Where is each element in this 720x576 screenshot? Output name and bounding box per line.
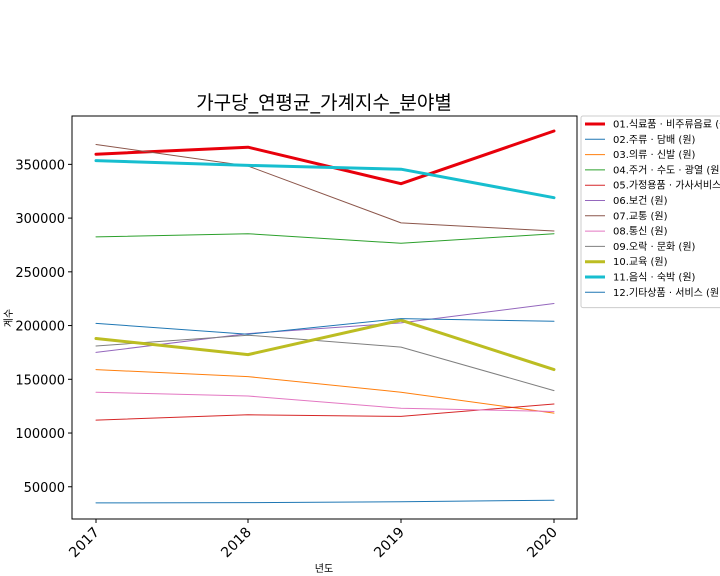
legend-box (580, 115, 720, 309)
series-line (95, 303, 555, 353)
legend-label: 08.통신 (원) (613, 226, 668, 238)
y-tick-label: 100000 (15, 427, 65, 442)
legend-label: 12.기타상품 · 서비스 (원) (613, 287, 720, 299)
series-line (95, 233, 555, 244)
chart-title: 가구당_연평균_가계지수_분야별 (196, 92, 452, 114)
series-line (94, 318, 556, 372)
legend-label: 04.주거 · 수도 · 광열 (원) (613, 164, 720, 176)
y-tick-label: 50000 (24, 481, 65, 496)
y-tick-label: 150000 (15, 373, 65, 388)
series-line (94, 159, 556, 200)
legend-label: 02.주류 · 담배 (원) (613, 134, 696, 146)
y-tick-label: 300000 (15, 212, 65, 227)
legend-label: 01.식료품 · 비주류음료 (원) (613, 119, 720, 131)
legend-label: 06.보건 (원) (613, 195, 668, 207)
legend-label: 09.오락 · 문화 (원) (613, 241, 696, 253)
series-lines (94, 129, 556, 504)
legend: 01.식료품 · 비주류음료 (원) 02.주류 · 담배 (원) 03.의류 · … (580, 115, 720, 309)
y-tick-label: 250000 (15, 266, 65, 281)
series-line (95, 334, 555, 392)
series-line (95, 369, 555, 414)
x-axis-label: 년도 (315, 563, 333, 575)
legend-label: 03.의류 · 신발 (원) (613, 149, 696, 161)
legend-label: 05.가정용품 · 가사서비스 (원) (613, 180, 720, 192)
series-line (95, 391, 555, 412)
series-line (95, 144, 555, 232)
plot-area (71, 115, 578, 520)
series-line (95, 318, 555, 335)
x-tick-label: 2020 (524, 525, 561, 562)
x-tick-label: 2017 (66, 525, 103, 562)
x-tick-label: 2019 (371, 525, 408, 562)
series-line (94, 129, 556, 186)
y-tick-label: 350000 (15, 158, 65, 173)
x-axis: 2017 2018 2019 2020 (66, 519, 561, 561)
legend-label: 07.교통 (원) (613, 210, 668, 222)
series-line (95, 499, 555, 504)
y-axis-label: 계수 (3, 309, 15, 327)
legend-label: 10.교육 (원) (613, 256, 668, 268)
x-tick-label: 2018 (218, 525, 255, 562)
y-axis: 50000 100000 150000 200000 250000 300000 35000… (15, 158, 72, 496)
y-tick-label: 200000 (15, 320, 65, 335)
legend-label: 11.음식 · 숙박 (원) (613, 272, 696, 284)
